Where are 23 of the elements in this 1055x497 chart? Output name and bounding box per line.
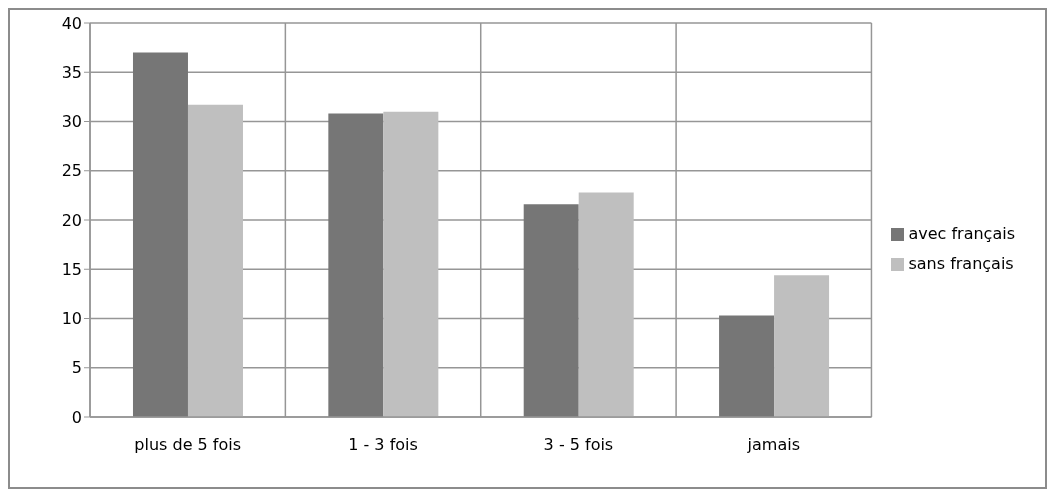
- x-tick-label: jamais: [746, 435, 800, 455]
- x-tick-label: 3 - 5 fois: [543, 435, 614, 455]
- y-tick-label: 35: [61, 62, 82, 82]
- y-tick-label: 20: [61, 210, 82, 230]
- y-tick-label: 5: [71, 358, 82, 378]
- bar: [383, 111, 439, 417]
- y-tick-label: 30: [61, 112, 82, 132]
- bar: [132, 52, 188, 417]
- bar: [719, 315, 775, 417]
- y-tick-label: 10: [61, 309, 82, 329]
- legend-label: sans français: [908, 253, 1014, 273]
- bar: [774, 275, 830, 417]
- bar: [578, 192, 634, 417]
- x-tick-label: 1 - 3 fois: [348, 435, 418, 455]
- x-tick-label: plus de 5 fois: [134, 435, 242, 455]
- y-tick-label: 15: [61, 259, 82, 279]
- y-tick-label: 40: [61, 13, 82, 33]
- bar: [187, 104, 243, 417]
- y-tick-label: 25: [61, 161, 82, 181]
- y-tick-label: 0: [71, 407, 82, 427]
- bar: [328, 113, 384, 417]
- legend-label: avec français: [908, 223, 1015, 243]
- bar: [523, 204, 579, 417]
